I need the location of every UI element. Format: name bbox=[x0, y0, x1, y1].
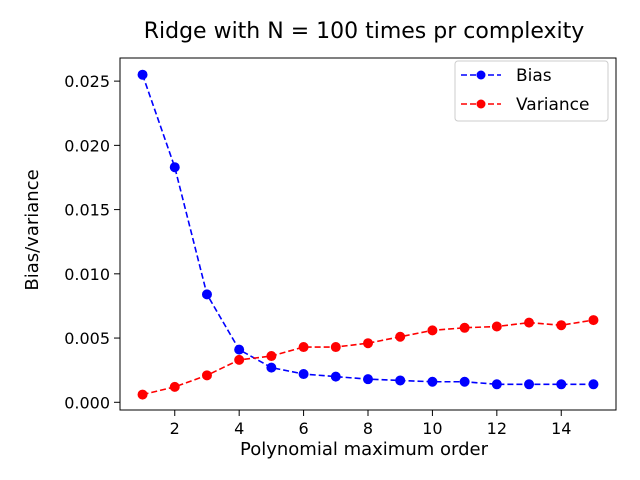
bias-point bbox=[137, 69, 148, 80]
bias-point bbox=[395, 375, 406, 386]
variance-point bbox=[298, 342, 309, 353]
variance-point bbox=[524, 317, 535, 328]
x-axis-label: Polynomial maximum order bbox=[240, 439, 489, 460]
x-axis: 2 4 6 8 10 12 14 bbox=[170, 410, 571, 438]
y-tick-label: 0.020 bbox=[64, 136, 110, 155]
bias-point bbox=[266, 362, 277, 373]
variance-point bbox=[588, 315, 599, 326]
x-tick-label: 12 bbox=[487, 419, 507, 438]
variance-point bbox=[459, 322, 470, 333]
bias-point bbox=[201, 289, 212, 300]
variance-point bbox=[266, 351, 277, 362]
variance-point bbox=[556, 320, 567, 331]
variance-point bbox=[234, 354, 245, 365]
variance-point bbox=[137, 389, 148, 400]
variance-point bbox=[201, 370, 212, 381]
legend-variance-label: Variance bbox=[516, 95, 589, 115]
legend-bias-marker bbox=[476, 70, 486, 80]
y-tick-label: 0.010 bbox=[64, 265, 110, 284]
y-tick-label: 0.000 bbox=[64, 393, 110, 412]
bias-point bbox=[363, 374, 373, 385]
chart-title: Ridge with N = 100 times pr complexity bbox=[144, 19, 585, 44]
plot-series bbox=[137, 69, 599, 400]
bias-point bbox=[524, 379, 535, 390]
bias-point bbox=[330, 371, 341, 382]
variance-point bbox=[330, 342, 341, 353]
x-tick-label: 8 bbox=[363, 419, 373, 438]
bias-point bbox=[427, 376, 438, 387]
legend-bias-label: Bias bbox=[516, 66, 552, 86]
y-axis-label: Bias/variance bbox=[22, 169, 43, 290]
legend: Bias Variance bbox=[454, 60, 609, 122]
variance-point bbox=[169, 381, 180, 392]
legend-variance-marker bbox=[476, 99, 486, 109]
bias-point bbox=[234, 344, 245, 355]
y-tick-label: 0.015 bbox=[64, 201, 110, 220]
y-tick-label: 0.005 bbox=[64, 329, 110, 348]
bias-point bbox=[491, 379, 502, 390]
x-tick-label: 10 bbox=[422, 419, 442, 438]
x-tick-label: 6 bbox=[298, 419, 308, 438]
bias-point bbox=[459, 376, 470, 387]
bias-point bbox=[298, 369, 309, 380]
y-axis: 0.000 0.005 0.010 0.015 0.020 0.025 bbox=[64, 72, 120, 412]
variance-point bbox=[491, 321, 502, 332]
bias-point bbox=[169, 162, 180, 173]
y-tick-label: 0.025 bbox=[64, 72, 110, 91]
x-tick-label: 2 bbox=[170, 419, 180, 438]
legend-box bbox=[454, 60, 609, 122]
variance-point bbox=[395, 331, 406, 342]
bias-point bbox=[556, 379, 567, 390]
x-tick-label: 14 bbox=[551, 419, 571, 438]
variance-point bbox=[427, 325, 438, 336]
bias-point bbox=[588, 379, 599, 390]
x-tick-label: 4 bbox=[234, 419, 244, 438]
variance-point bbox=[363, 338, 373, 349]
